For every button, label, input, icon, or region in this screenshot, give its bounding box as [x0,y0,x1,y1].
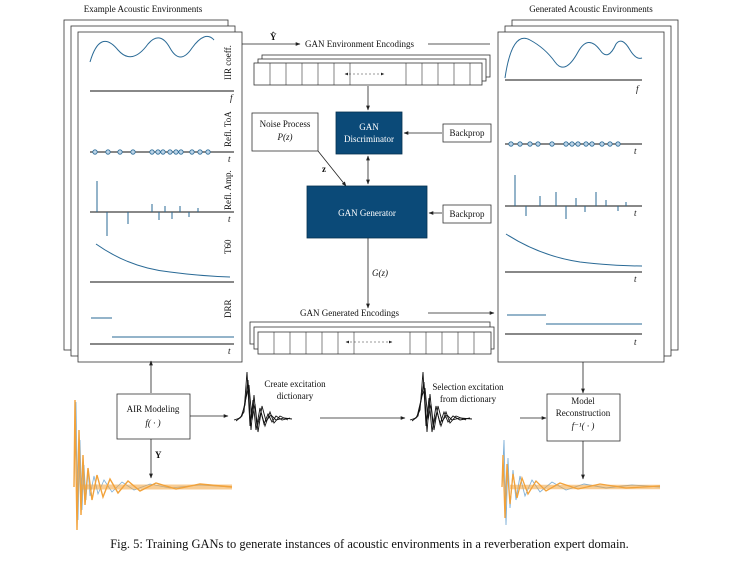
right-iir-axis-label: f [636,84,640,94]
left-panel-title: Example Acoustic Environments [84,4,203,14]
backprop-label-bottom: Backprop [450,209,485,219]
left-toa-axis-label: t [228,154,231,164]
create-dict-label-2: dictionary [277,391,314,401]
right-toa-axis-label: t [634,146,637,156]
backprop-label-top: Backprop [450,128,485,138]
env-encodings-strip [253,54,491,86]
right-drr-axis-label: t [634,337,637,347]
right-iir-curve [504,37,643,79]
y-label: Y [155,450,162,460]
right-toa-markers [508,141,621,147]
right-amp-stems [514,175,627,219]
create-dict-label-1: Create excitation [264,379,326,389]
model-recon-label-1: Model [571,396,595,406]
left-t60-curve [95,243,231,278]
gan-generator-label: GAN Generator [338,208,396,218]
right-rir-waveform [501,439,661,526]
noise-process-box [251,112,319,152]
left-row-label-iir: IIR coeff. [223,45,233,80]
left-iir-curve [89,35,215,63]
backprop-box-bottom [442,204,492,224]
gan-generator-box [306,185,428,239]
right-panel-stack [497,19,679,363]
left-amp-stems [96,181,199,236]
left-toa-markers [92,149,211,155]
model-recon-label-3: f⁻¹( · ) [572,421,595,431]
right-panel-title: Generated Acoustic Environments [529,4,653,14]
air-modeling-label-2: f( · ) [145,418,160,428]
left-iir-axis-label: f [230,93,234,103]
left-row-label-amp: Refl. Amp. [223,170,233,210]
air-modeling-label-1: AIR Modeling [127,404,180,414]
noise-process-label-2: P(z) [277,132,293,142]
noise-to-generator-arrow [317,150,347,187]
gan-env-encodings-label: GAN Environment Encodings [305,39,414,49]
backprop-box-top [442,123,492,143]
generated-encodings-strip [249,321,495,355]
figure-caption: Fig. 5: Training GANs to generate instan… [110,537,629,551]
selection-label-2: from dictionary [440,394,497,404]
left-rir-waveform [73,399,233,531]
left-amp-axis-label: t [228,214,231,224]
noise-process-label-1: Noise Process [260,119,311,129]
selection-excitation-waveform [409,371,473,433]
gan-gen-encodings-label: GAN Generated Encodings [300,308,399,318]
left-panel-stack [63,19,243,363]
selection-label-1: Selection excitation [432,382,504,392]
left-row-label-toa: Refl. ToA [223,111,233,147]
right-amp-axis-label: t [634,208,637,218]
y-hat-label: Ŷ [270,32,277,42]
model-reconstruction-box [546,393,621,442]
left-row-label-drr: DRR [223,299,233,318]
create-excitation-waveform [233,371,293,433]
gan-discriminator-box [335,111,403,155]
gan-discriminator-label-2: Discriminator [344,134,394,144]
air-modeling-box [116,393,191,440]
left-drr-axis-label: t [228,346,231,356]
g-of-z-label: G(z) [372,268,388,278]
right-t60-curve [505,233,643,267]
z-label: z [322,164,326,174]
gan-discriminator-label-1: GAN [359,122,379,132]
right-t60-axis-label: t [634,274,637,284]
left-row-label-t60: T60 [223,239,233,254]
model-recon-label-2: Reconstruction [556,408,611,418]
